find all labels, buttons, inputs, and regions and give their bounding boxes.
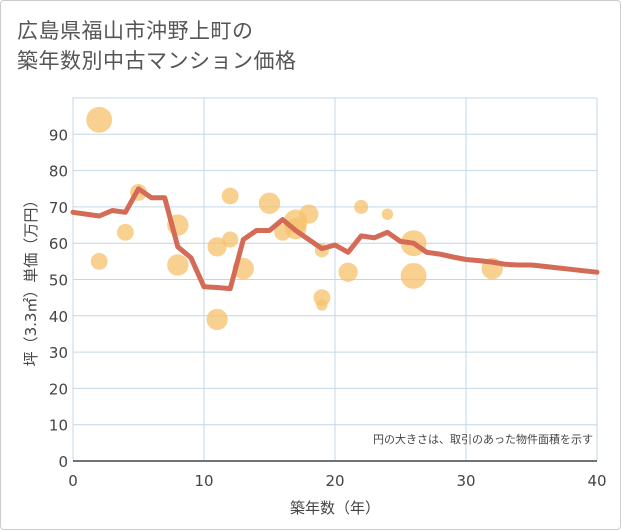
y-tick-label: 80 — [49, 163, 68, 181]
bubble — [86, 106, 113, 133]
chart-title: 広島県福山市沖野上町の 築年数別中古マンション価格 — [17, 16, 297, 76]
y-tick-label: 50 — [49, 272, 68, 290]
bubble — [167, 254, 189, 276]
bubble — [316, 299, 328, 311]
bubble — [207, 237, 227, 257]
y-tick-label: 60 — [49, 235, 68, 253]
y-tick-labels: 0 10 20 30 40 50 60 70 80 90 — [49, 126, 68, 471]
trend-line — [70, 186, 600, 292]
bubble-layer — [86, 106, 503, 331]
x-tick-labels: 0 10 20 30 40 — [68, 472, 606, 490]
bubble — [354, 199, 369, 214]
grid — [72, 97, 598, 461]
y-axis-label: 坪（3.3㎡）単価（万円） — [22, 193, 40, 367]
bubble — [222, 231, 239, 248]
y-tick-label: 20 — [49, 380, 68, 398]
bubble — [400, 262, 427, 289]
y-tick-label: 90 — [49, 126, 68, 144]
chart-title-line2: 築年数別中古マンション価格 — [17, 49, 297, 73]
bubble — [299, 204, 319, 224]
x-tick-label: 30 — [456, 472, 475, 490]
x-tick-label: 20 — [325, 472, 344, 490]
x-axis-label: 築年数（年） — [290, 499, 380, 517]
x-tick-label: 10 — [194, 472, 213, 490]
bubble — [90, 252, 108, 270]
y-tick-label: 0 — [58, 453, 68, 471]
y-tick-label: 10 — [49, 417, 68, 435]
x-tick-label: 0 — [68, 472, 78, 490]
y-tick-label: 40 — [49, 308, 68, 326]
y-tick-label: 30 — [49, 344, 68, 362]
bubble — [206, 308, 228, 331]
bubble — [221, 187, 239, 205]
bubble — [338, 262, 358, 282]
size-note: 円の大きさは、取引のあった物件面積を示す — [373, 432, 593, 446]
chart-title-line1: 広島県福山市沖野上町の — [17, 19, 254, 43]
y-tick-label: 70 — [49, 199, 68, 217]
bubble — [116, 223, 134, 241]
bubble — [258, 192, 281, 214]
x-tick-label: 40 — [587, 472, 606, 490]
bubble — [381, 208, 394, 220]
